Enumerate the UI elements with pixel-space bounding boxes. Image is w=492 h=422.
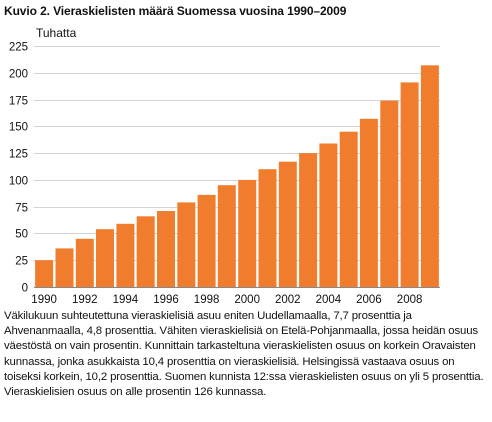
x-tick-label: 2000	[234, 294, 260, 306]
y-tick-label: 75	[15, 203, 28, 215]
figure-caption: Väkilukuun suhteutettuna vieraskielisiä …	[4, 310, 484, 399]
x-tick-label: 1998	[194, 294, 220, 306]
bar	[400, 82, 419, 288]
x-tick-label: 2006	[356, 294, 382, 306]
bar	[238, 179, 257, 287]
x-tick-label: 1994	[113, 294, 139, 306]
bar	[35, 260, 54, 287]
bar	[177, 202, 196, 287]
y-tick-label: 50	[15, 229, 28, 241]
bar	[359, 118, 378, 287]
bar	[278, 161, 297, 287]
bar	[96, 229, 114, 287]
x-tick-label: 2002	[275, 294, 301, 306]
y-tick-label: 225	[9, 42, 28, 54]
bar	[339, 131, 358, 287]
x-tick-label: 2004	[316, 294, 342, 306]
y-axis-ticks: 0 25 50 75 100 125 150 175 200 225	[9, 42, 28, 295]
x-tick-label: 1996	[153, 294, 179, 306]
y-tick-label: 175	[9, 96, 28, 108]
x-tick-label: 1992	[72, 294, 98, 306]
bar	[380, 100, 399, 287]
x-axis-ticks: 1990 1992 1994 1996 1998 2000 2002 2004 2006 2008	[31, 294, 422, 306]
x-tick-label: 2008	[397, 294, 423, 306]
bar	[55, 248, 74, 287]
x-tick-label: 1990	[31, 294, 57, 306]
bar	[75, 238, 94, 287]
bar	[420, 65, 439, 287]
chart-title: Kuvio 2. Vieraskielisten määrä Suomessa …	[4, 4, 347, 18]
gridlines	[34, 46, 440, 288]
bar	[197, 194, 216, 287]
bars	[35, 65, 439, 288]
bar	[217, 185, 236, 287]
y-tick-label: 25	[15, 256, 28, 268]
bar	[258, 169, 277, 287]
bar	[116, 223, 135, 287]
y-axis-label: Tuhatta	[36, 26, 77, 40]
y-tick-label: 100	[9, 176, 28, 188]
bar	[136, 216, 155, 287]
bar	[157, 211, 175, 287]
y-tick-label: 200	[9, 69, 28, 81]
y-tick-label: 0	[22, 283, 28, 295]
y-tick-label: 150	[9, 122, 28, 134]
bar	[299, 153, 318, 287]
bar	[319, 143, 338, 287]
y-tick-label: 125	[9, 149, 28, 161]
